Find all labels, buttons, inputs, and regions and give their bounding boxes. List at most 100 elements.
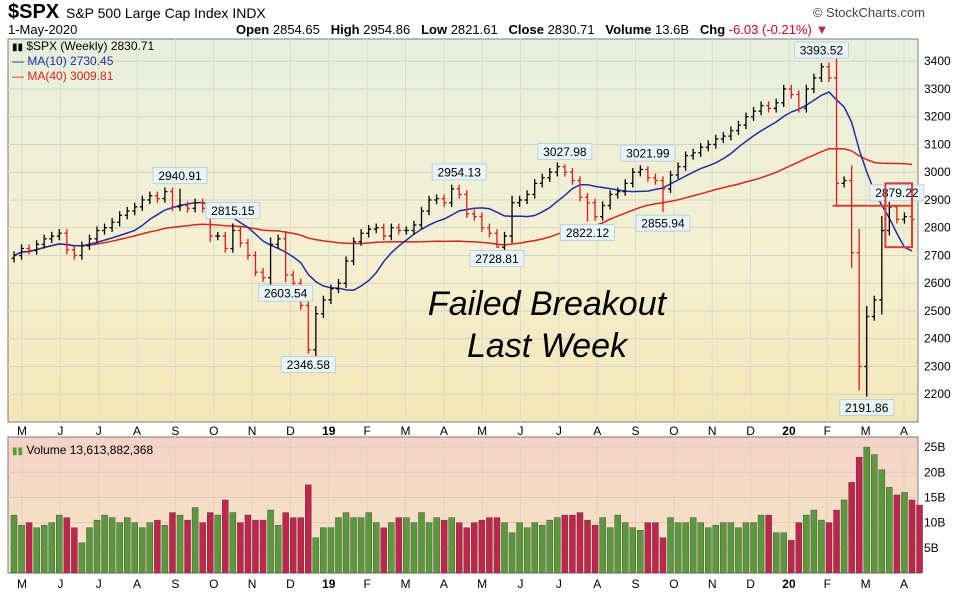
volume-bar bbox=[131, 522, 138, 574]
volume-bar bbox=[25, 522, 33, 574]
legend-volume: ▮▮ Volume 13,613,882,368 bbox=[12, 443, 154, 457]
volume-bar bbox=[886, 487, 893, 574]
volume-bar bbox=[56, 514, 63, 574]
volume-bar bbox=[78, 542, 86, 574]
volume-bar bbox=[629, 527, 637, 574]
volume-bar bbox=[871, 454, 878, 574]
price-annotation-box bbox=[205, 202, 261, 220]
volume-bar bbox=[652, 522, 659, 574]
price-annotation-box bbox=[469, 249, 525, 267]
volume-bar bbox=[705, 527, 712, 574]
volume-bar bbox=[350, 517, 357, 574]
volume-bar bbox=[735, 527, 742, 574]
price-annotation-label: 2855.94 bbox=[641, 217, 685, 231]
price-month-label: A bbox=[440, 424, 448, 438]
price-annotation-label: 3393.52 bbox=[800, 44, 844, 58]
volume-bar bbox=[259, 519, 267, 574]
price-tick-label: 3200 bbox=[924, 110, 951, 124]
volume-bar bbox=[312, 537, 320, 574]
volume-month-label: M bbox=[17, 577, 27, 591]
price-month-label: S bbox=[171, 424, 179, 438]
volume-bar bbox=[433, 517, 440, 574]
price-tick-label: 2600 bbox=[924, 276, 951, 290]
price-month-label: M bbox=[477, 424, 487, 438]
volume-bar bbox=[403, 517, 410, 574]
volume-bar bbox=[116, 522, 123, 574]
volume-bar bbox=[531, 522, 538, 574]
volume-tick-label: 15B bbox=[924, 490, 945, 504]
price-tick-label: 2400 bbox=[924, 332, 951, 346]
price-tick-label: 2900 bbox=[924, 193, 951, 207]
volume-bar bbox=[757, 514, 765, 574]
volume-bar bbox=[139, 527, 146, 574]
volume-bar bbox=[720, 522, 727, 574]
volume-bar bbox=[86, 527, 93, 574]
volume-bar bbox=[908, 499, 916, 574]
price-month-label: N bbox=[708, 424, 717, 438]
volume-bar bbox=[440, 519, 448, 574]
price-annotation-box bbox=[280, 356, 336, 374]
volume-month-label: A bbox=[593, 577, 601, 591]
volume-bar bbox=[501, 522, 508, 574]
volume-bar bbox=[289, 517, 297, 574]
volume-month-label: S bbox=[171, 577, 179, 591]
volume-month-label: M bbox=[861, 577, 871, 591]
volume-bar bbox=[40, 524, 48, 574]
volume-bar bbox=[146, 522, 154, 574]
volume-month-label: M bbox=[477, 577, 487, 591]
volume-bar bbox=[863, 446, 870, 574]
volume-bar bbox=[418, 512, 425, 574]
volume-bar bbox=[237, 522, 244, 574]
price-month-label: F bbox=[363, 424, 370, 438]
volume-bar bbox=[667, 517, 674, 574]
price-annotation-box bbox=[537, 142, 593, 160]
quote-date: 1-May-2020 bbox=[8, 22, 78, 37]
volume-bar bbox=[523, 527, 531, 574]
price-annotation-label: 2940.91 bbox=[158, 169, 202, 183]
volume-bar bbox=[833, 509, 840, 574]
price-month-label: F bbox=[824, 424, 831, 438]
price-tick-label: 2200 bbox=[924, 387, 951, 401]
breakout-highlight-box bbox=[884, 182, 913, 249]
price-tick-label: 3300 bbox=[924, 82, 951, 96]
volume-bar bbox=[727, 522, 735, 574]
volume-bar bbox=[199, 522, 206, 574]
annotation-text: Failed Breakout Last Week bbox=[427, 285, 667, 365]
source-credit: © StockCharts.com bbox=[812, 5, 925, 20]
volume-bar bbox=[267, 509, 274, 574]
volume-bar bbox=[561, 514, 569, 574]
volume-bar bbox=[274, 524, 282, 574]
price-month-label: S bbox=[632, 424, 640, 438]
volume-bar bbox=[825, 522, 833, 574]
volume-bar bbox=[855, 456, 863, 574]
volume-bar bbox=[516, 522, 523, 574]
volume-month-label: F bbox=[363, 577, 370, 591]
volume-month-label: N bbox=[248, 577, 257, 591]
volume-month-label: A bbox=[133, 577, 141, 591]
volume-month-label: M bbox=[400, 577, 410, 591]
price-month-label: J bbox=[518, 424, 524, 438]
volume-bar bbox=[191, 507, 199, 574]
volume-bar bbox=[373, 522, 380, 574]
volume-bar bbox=[546, 519, 553, 574]
volume-bar bbox=[682, 522, 689, 574]
volume-month-label: J bbox=[518, 577, 524, 591]
price-month-label: D bbox=[746, 424, 755, 438]
volume-tick-label: 10B bbox=[924, 516, 945, 530]
volume-bar bbox=[569, 514, 576, 574]
price-month-label: J bbox=[556, 424, 562, 438]
volume-month-label: A bbox=[440, 577, 448, 591]
volume-bar bbox=[674, 522, 682, 574]
price-annotation-label: 2822.12 bbox=[566, 226, 610, 240]
volume-bar bbox=[689, 517, 697, 574]
volume-bar bbox=[388, 522, 395, 574]
price-month-label: N bbox=[248, 424, 257, 438]
price-month-label: M bbox=[400, 424, 410, 438]
volume-bar bbox=[788, 540, 795, 574]
price-annotation-label: 2728.81 bbox=[475, 252, 519, 266]
price-month-label: 20 bbox=[782, 424, 796, 438]
price-month-label: M bbox=[17, 424, 27, 438]
volume-bar bbox=[101, 514, 108, 574]
volume-bar bbox=[10, 514, 18, 574]
